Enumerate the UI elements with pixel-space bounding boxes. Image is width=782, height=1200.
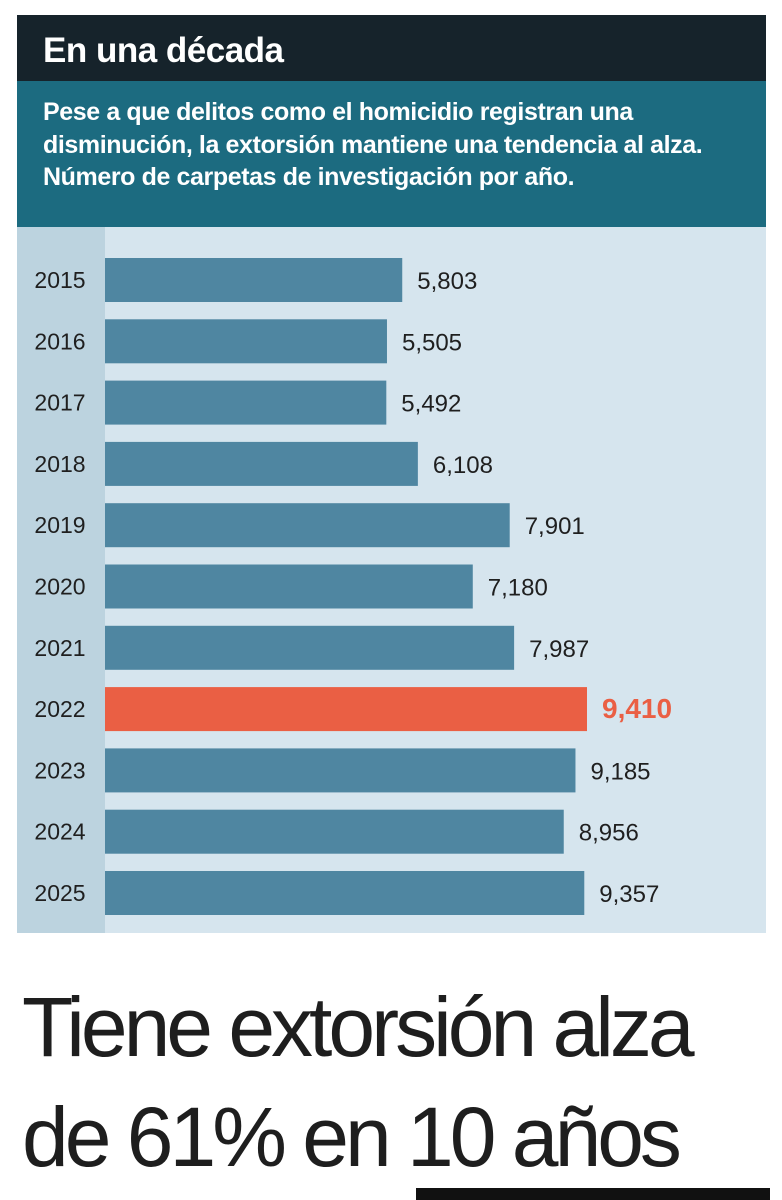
chart-area: 2015 5,803 2016 5,505 2017 5,492 2018 6,108 2019… [17,227,766,933]
year-label-2020: 2020 [34,574,85,600]
value-label-2022: 9,410 [602,693,672,724]
chart-subtitle: Pese a que delitos como el homicidio reg… [43,98,703,191]
year-label-2015: 2015 [34,267,85,293]
value-label-2019: 7,901 [525,513,585,540]
year-label-2022: 2022 [34,696,85,722]
bar-2021 [105,625,515,670]
bar-2015 [105,258,403,302]
title-bar: En una década [17,15,766,81]
year-label-2016: 2016 [34,328,85,354]
bottom-rule [416,1188,770,1200]
infographic: En una década Pese a que delitos como el… [17,15,766,933]
year-label-strip [17,227,105,933]
value-label-2016: 5,505 [402,329,462,356]
bar-2018 [105,441,418,486]
value-label-2018: 6,108 [433,452,493,479]
bar-2019 [105,503,510,548]
subtitle-box: Pese a que delitos como el homicidio reg… [17,81,766,227]
bar-2017 [105,380,387,425]
bar-2016 [105,319,387,364]
bar-2023 [105,748,576,793]
headline-line-2: de 61% en 10 años [22,1090,682,1184]
year-label-2017: 2017 [34,390,85,416]
bar-2020 [105,564,473,609]
headline: Tiene extorsión alza de 61% en 10 años [22,972,695,1192]
value-label-2024: 8,956 [579,820,639,847]
value-label-2021: 7,987 [529,636,589,663]
year-label-2021: 2021 [34,635,85,661]
value-label-2020: 7,180 [488,575,548,602]
year-label-2025: 2025 [34,880,85,906]
year-label-2023: 2023 [34,757,85,783]
bar-2022 [105,687,587,732]
value-label-2025: 9,357 [599,881,659,908]
headline-line-1: Tiene extorsión alza [22,980,695,1074]
value-label-2023: 9,185 [590,758,650,785]
year-label-2024: 2024 [34,819,85,845]
chart-title: En una década [43,31,284,70]
bar-2024 [105,809,564,854]
year-label-2018: 2018 [34,451,85,477]
bar-chart: 2015 5,803 2016 5,505 2017 5,492 2018 6,108 2019… [34,258,672,915]
bar-2025 [105,871,585,915]
year-label-2019: 2019 [34,512,85,538]
value-label-2017: 5,492 [401,391,461,418]
value-label-2015: 5,803 [417,268,477,295]
